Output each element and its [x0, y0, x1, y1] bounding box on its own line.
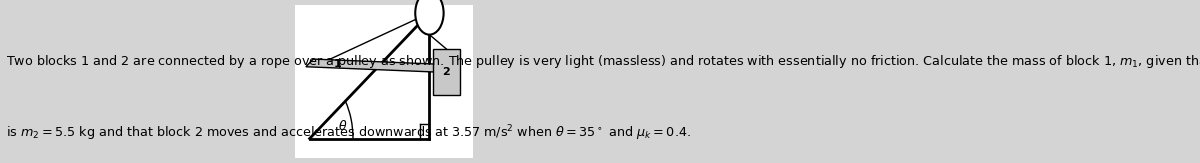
Text: $\theta$: $\theta$ — [338, 119, 348, 133]
Polygon shape — [306, 59, 452, 72]
Ellipse shape — [415, 0, 444, 35]
Text: is $m_2 = 5.5$ kg and that block 2 moves and accelerates downwards at 3.57 m/s$^: is $m_2 = 5.5$ kg and that block 2 moves… — [6, 124, 691, 143]
Bar — [295, 5, 473, 158]
Text: 2: 2 — [443, 67, 450, 77]
Text: Two blocks 1 and 2 are connected by a rope over a pulley as shown. The pulley is: Two blocks 1 and 2 are connected by a ro… — [6, 53, 1200, 70]
Bar — [432, 49, 460, 95]
Text: 1: 1 — [334, 59, 341, 69]
